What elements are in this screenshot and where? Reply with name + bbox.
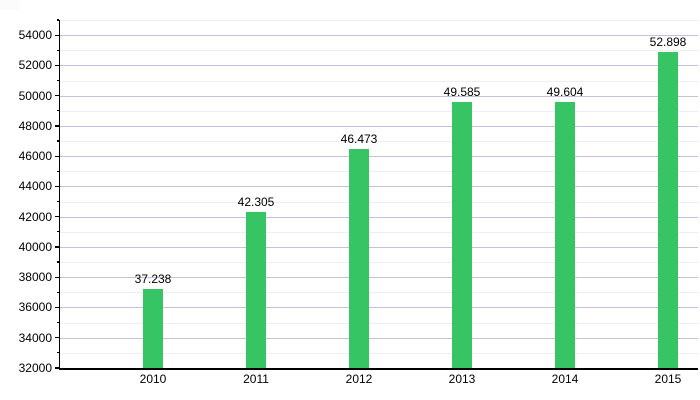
bar-value-label-2011: 42.305: [237, 195, 275, 210]
y-minor-tick-37000: [56, 291, 59, 293]
major-gridline-36000: [59, 307, 698, 309]
bar-2010: [143, 288, 163, 368]
y-minor-tick-55000: [56, 19, 59, 21]
major-gridline-48000: [59, 125, 698, 127]
y-major-tick-36000: [54, 306, 59, 309]
bar-value-label-2015: 52.898: [649, 34, 687, 49]
minor-gridline-35000: [59, 322, 698, 324]
x-axis-line: [58, 368, 698, 370]
minor-gridline-41000: [59, 231, 698, 233]
y-tick-label-50000: 50000: [18, 88, 52, 103]
x-tick-label-2011: 2011: [243, 372, 269, 386]
bar-value-label-2010: 37.238: [134, 271, 172, 286]
y-tick-label-48000: 48000: [18, 118, 52, 133]
x-tick-label-2014: 2014: [551, 372, 579, 386]
corner-artifact: [0, 0, 20, 10]
minor-gridline-49000: [59, 110, 698, 112]
x-tick-label-2015: 2015: [654, 372, 682, 386]
minor-gridline-43000: [59, 201, 698, 203]
major-gridline-34000: [59, 337, 698, 339]
minor-gridline-47000: [59, 141, 698, 143]
y-minor-tick-41000: [56, 231, 59, 233]
y-tick-label-42000: 42000: [18, 209, 52, 224]
x-tick-label-2010: 2010: [139, 372, 167, 386]
y-minor-tick-33000: [56, 352, 59, 354]
bar-2015: [658, 51, 678, 368]
minor-gridline-53000: [59, 50, 698, 52]
y-major-tick-40000: [54, 246, 59, 248]
y-tick-label-54000: 54000: [18, 28, 52, 43]
bar-2012: [349, 149, 369, 368]
minor-gridline-45000: [59, 171, 698, 173]
y-major-tick-38000: [54, 276, 59, 278]
y-major-tick-52000: [54, 64, 59, 66]
y-minor-tick-43000: [56, 200, 59, 203]
major-gridline-54000: [59, 35, 698, 37]
minor-gridline-33000: [59, 352, 698, 354]
major-gridline-40000: [59, 246, 698, 248]
y-minor-tick-39000: [56, 261, 59, 263]
major-gridline-38000: [59, 277, 698, 279]
y-tick-label-34000: 34000: [18, 330, 52, 345]
bar-value-label-2012: 46.473: [340, 132, 378, 147]
y-major-tick-44000: [54, 185, 59, 188]
y-minor-tick-51000: [56, 79, 59, 82]
x-tick-label-2012: 2012: [345, 372, 373, 386]
bar-2011: [246, 212, 266, 368]
x-tick-label-2013: 2013: [448, 372, 476, 386]
y-major-tick-46000: [54, 155, 59, 157]
major-gridline-46000: [59, 156, 698, 158]
y-minor-tick-47000: [56, 140, 59, 142]
y-tick-label-32000: 32000: [18, 361, 52, 375]
minor-gridline-51000: [59, 80, 698, 82]
y-tick-label-40000: 40000: [18, 239, 52, 254]
y-tick-label-36000: 36000: [18, 300, 52, 315]
major-gridline-50000: [59, 95, 698, 97]
major-gridline-44000: [59, 186, 698, 188]
y-major-tick-32000: [54, 367, 59, 369]
bar-2014: [555, 101, 575, 368]
y-major-tick-54000: [54, 34, 59, 36]
y-major-tick-34000: [54, 337, 59, 339]
y-tick-label-52000: 52000: [18, 58, 52, 73]
y-minor-tick-35000: [56, 322, 59, 324]
bar-2013: [452, 101, 472, 368]
y-tick-label-38000: 38000: [18, 270, 52, 285]
y-major-tick-42000: [54, 216, 59, 218]
plot-area: 37.238 42.305 46.473 49.585 49.604 52.898: [59, 20, 698, 368]
y-tick-label-46000: 46000: [18, 149, 52, 164]
y-axis-line: [58, 20, 60, 370]
major-gridline-42000: [59, 216, 698, 218]
y-tick-label-44000: 44000: [18, 179, 52, 194]
bar-value-label-2013: 49.585: [443, 84, 481, 99]
y-minor-tick-49000: [56, 110, 59, 112]
minor-gridline-39000: [59, 262, 698, 264]
bar-value-label-2014: 49.604: [546, 84, 584, 99]
minor-gridline-55000: [59, 20, 698, 21]
y-minor-tick-45000: [56, 170, 59, 172]
minor-gridline-37000: [59, 292, 698, 294]
major-gridline-52000: [59, 65, 698, 67]
y-minor-tick-53000: [56, 49, 59, 51]
y-major-tick-48000: [54, 125, 59, 127]
y-major-tick-50000: [54, 95, 59, 97]
